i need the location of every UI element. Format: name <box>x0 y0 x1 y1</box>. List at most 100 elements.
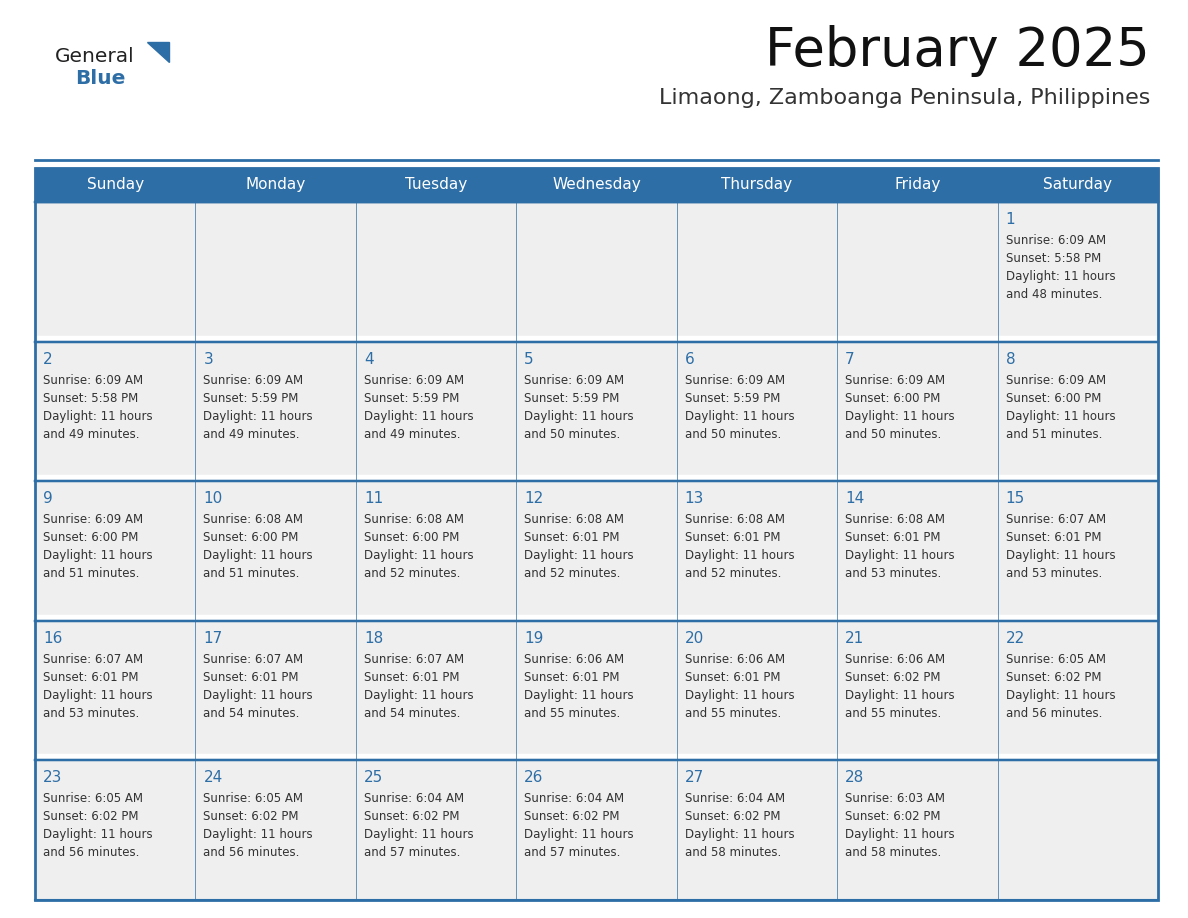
Text: 26: 26 <box>524 770 544 786</box>
Text: Sunrise: 6:09 AM: Sunrise: 6:09 AM <box>1005 234 1106 247</box>
Text: 7: 7 <box>845 352 855 366</box>
Text: Sunrise: 6:05 AM: Sunrise: 6:05 AM <box>203 792 303 805</box>
Text: 1: 1 <box>1005 212 1016 227</box>
Text: Sunrise: 6:09 AM: Sunrise: 6:09 AM <box>524 374 625 386</box>
Text: Daylight: 11 hours: Daylight: 11 hours <box>684 409 795 422</box>
Text: Daylight: 11 hours: Daylight: 11 hours <box>524 409 634 422</box>
Text: 22: 22 <box>1005 631 1025 645</box>
Text: and 55 minutes.: and 55 minutes. <box>845 707 941 720</box>
Bar <box>838 760 998 900</box>
Text: 3: 3 <box>203 352 213 366</box>
Text: Sunrise: 6:07 AM: Sunrise: 6:07 AM <box>43 653 143 666</box>
Text: Sunrise: 6:05 AM: Sunrise: 6:05 AM <box>43 792 143 805</box>
Text: and 53 minutes.: and 53 minutes. <box>845 567 941 580</box>
Text: and 52 minutes.: and 52 minutes. <box>524 567 620 580</box>
Text: Sunrise: 6:04 AM: Sunrise: 6:04 AM <box>684 792 785 805</box>
Text: Daylight: 11 hours: Daylight: 11 hours <box>684 549 795 562</box>
Text: and 52 minutes.: and 52 minutes. <box>684 567 781 580</box>
Text: and 50 minutes.: and 50 minutes. <box>845 428 941 441</box>
Text: Sunset: 6:02 PM: Sunset: 6:02 PM <box>1005 671 1101 684</box>
Text: and 55 minutes.: and 55 minutes. <box>524 707 620 720</box>
Bar <box>196 341 356 481</box>
Text: Sunset: 6:01 PM: Sunset: 6:01 PM <box>524 671 620 684</box>
Bar <box>34 168 1158 900</box>
Text: 23: 23 <box>43 770 63 786</box>
Text: Sunset: 5:58 PM: Sunset: 5:58 PM <box>1005 252 1101 265</box>
Text: Sunrise: 6:07 AM: Sunrise: 6:07 AM <box>203 653 304 666</box>
Text: Tuesday: Tuesday <box>405 177 467 193</box>
Bar <box>356 341 517 481</box>
Text: Sunset: 5:59 PM: Sunset: 5:59 PM <box>684 392 781 405</box>
Text: Sunset: 6:02 PM: Sunset: 6:02 PM <box>845 671 941 684</box>
Bar <box>34 760 196 900</box>
Text: 21: 21 <box>845 631 865 645</box>
Text: Daylight: 11 hours: Daylight: 11 hours <box>203 409 314 422</box>
Text: Daylight: 11 hours: Daylight: 11 hours <box>524 688 634 701</box>
Text: Sunrise: 6:03 AM: Sunrise: 6:03 AM <box>845 792 946 805</box>
Text: 8: 8 <box>1005 352 1016 366</box>
Text: General: General <box>55 47 134 66</box>
Text: and 51 minutes.: and 51 minutes. <box>203 567 299 580</box>
Bar <box>36 476 1157 481</box>
Text: and 51 minutes.: and 51 minutes. <box>1005 428 1102 441</box>
Bar <box>677 621 838 760</box>
Text: Sunrise: 6:08 AM: Sunrise: 6:08 AM <box>845 513 946 526</box>
Text: and 51 minutes.: and 51 minutes. <box>43 567 139 580</box>
Text: and 54 minutes.: and 54 minutes. <box>203 707 299 720</box>
Text: Sunrise: 6:04 AM: Sunrise: 6:04 AM <box>524 792 625 805</box>
Bar <box>838 621 998 760</box>
Text: Sunset: 6:01 PM: Sunset: 6:01 PM <box>845 532 941 544</box>
Bar <box>998 202 1158 341</box>
Text: and 50 minutes.: and 50 minutes. <box>524 428 620 441</box>
Text: Sunrise: 6:09 AM: Sunrise: 6:09 AM <box>1005 374 1106 386</box>
Bar <box>36 755 1157 760</box>
Text: Sunset: 6:01 PM: Sunset: 6:01 PM <box>43 671 139 684</box>
Text: Daylight: 11 hours: Daylight: 11 hours <box>203 828 314 842</box>
Text: and 56 minutes.: and 56 minutes. <box>1005 707 1102 720</box>
Bar <box>34 481 196 621</box>
Text: and 50 minutes.: and 50 minutes. <box>684 428 781 441</box>
Text: Daylight: 11 hours: Daylight: 11 hours <box>524 828 634 842</box>
Bar <box>998 760 1158 900</box>
Text: and 57 minutes.: and 57 minutes. <box>364 846 460 859</box>
Bar <box>356 481 517 621</box>
Text: 28: 28 <box>845 770 865 786</box>
Text: Sunrise: 6:04 AM: Sunrise: 6:04 AM <box>364 792 465 805</box>
Bar <box>196 621 356 760</box>
Text: Sunset: 6:02 PM: Sunset: 6:02 PM <box>524 811 620 823</box>
Bar <box>838 481 998 621</box>
Text: Sunset: 6:02 PM: Sunset: 6:02 PM <box>684 811 781 823</box>
Text: Friday: Friday <box>895 177 941 193</box>
Polygon shape <box>147 42 169 62</box>
Text: Daylight: 11 hours: Daylight: 11 hours <box>43 688 152 701</box>
Text: Sunrise: 6:06 AM: Sunrise: 6:06 AM <box>845 653 946 666</box>
Text: 25: 25 <box>364 770 383 786</box>
Text: Sunrise: 6:08 AM: Sunrise: 6:08 AM <box>364 513 463 526</box>
Text: and 49 minutes.: and 49 minutes. <box>364 428 461 441</box>
Text: Daylight: 11 hours: Daylight: 11 hours <box>1005 270 1116 283</box>
Text: Sunrise: 6:09 AM: Sunrise: 6:09 AM <box>684 374 785 386</box>
Text: Daylight: 11 hours: Daylight: 11 hours <box>43 409 152 422</box>
Text: Sunset: 6:01 PM: Sunset: 6:01 PM <box>364 671 460 684</box>
Text: Sunset: 5:58 PM: Sunset: 5:58 PM <box>43 392 138 405</box>
Text: 5: 5 <box>524 352 533 366</box>
Bar <box>356 760 517 900</box>
Text: and 56 minutes.: and 56 minutes. <box>203 846 299 859</box>
Text: Sunrise: 6:08 AM: Sunrise: 6:08 AM <box>203 513 303 526</box>
Text: and 49 minutes.: and 49 minutes. <box>203 428 299 441</box>
Bar <box>34 341 196 481</box>
Text: and 54 minutes.: and 54 minutes. <box>364 707 460 720</box>
Text: and 57 minutes.: and 57 minutes. <box>524 846 620 859</box>
Bar <box>356 621 517 760</box>
Text: 18: 18 <box>364 631 383 645</box>
Bar <box>677 341 838 481</box>
Text: Sunrise: 6:09 AM: Sunrise: 6:09 AM <box>43 374 143 386</box>
Text: Limaong, Zamboanga Peninsula, Philippines: Limaong, Zamboanga Peninsula, Philippine… <box>658 88 1150 108</box>
Text: Wednesday: Wednesday <box>552 177 640 193</box>
Text: Daylight: 11 hours: Daylight: 11 hours <box>43 549 152 562</box>
Text: Daylight: 11 hours: Daylight: 11 hours <box>845 409 955 422</box>
Text: Blue: Blue <box>75 69 126 88</box>
Text: Sunset: 5:59 PM: Sunset: 5:59 PM <box>203 392 299 405</box>
Text: Sunset: 5:59 PM: Sunset: 5:59 PM <box>364 392 460 405</box>
Text: Sunrise: 6:06 AM: Sunrise: 6:06 AM <box>524 653 625 666</box>
